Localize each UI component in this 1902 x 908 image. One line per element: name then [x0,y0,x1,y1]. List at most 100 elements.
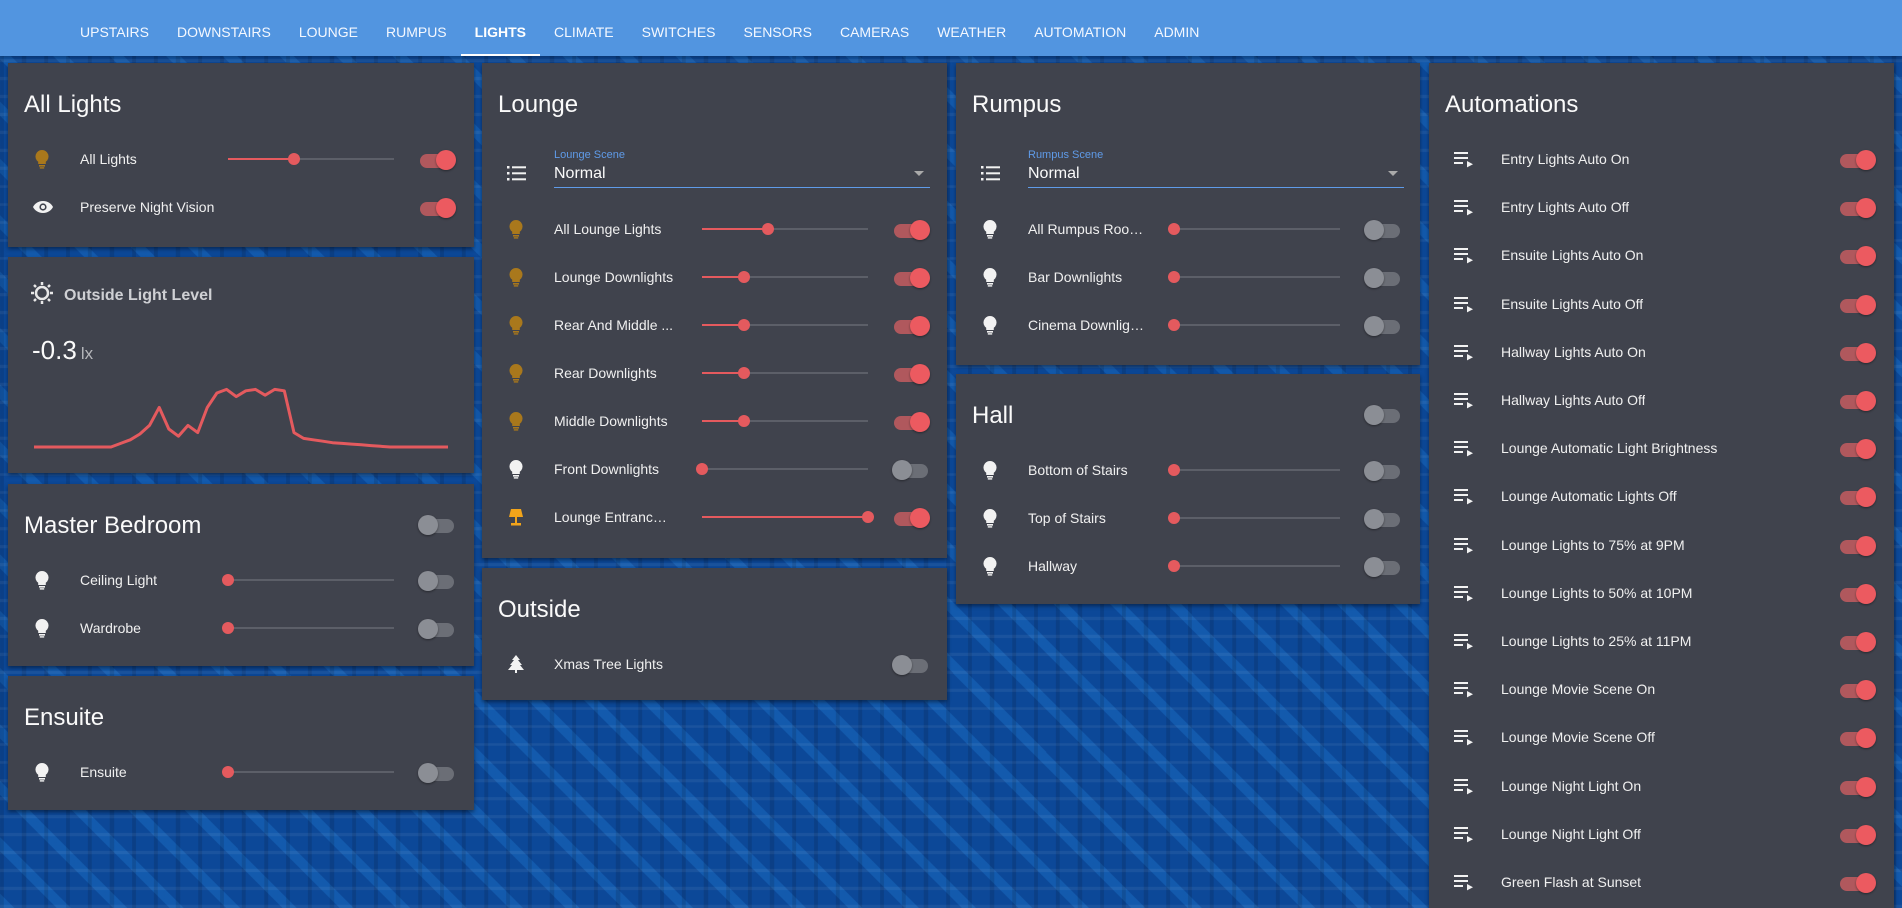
brightness-slider[interactable] [702,511,874,523]
toggle-switch[interactable] [418,149,456,171]
toggle-switch[interactable] [892,459,930,481]
bulb-on-icon [32,149,52,169]
slider-knob[interactable] [222,574,234,586]
slider-knob[interactable] [288,153,301,165]
slider-knob[interactable] [696,463,708,475]
slider-knob[interactable] [222,766,234,778]
toggle-switch[interactable] [418,570,456,592]
toggle-switch[interactable] [1364,556,1402,578]
slider-knob[interactable] [737,415,750,427]
toggle-switch[interactable] [892,507,930,529]
tab-downstairs[interactable]: DOWNSTAIRS [176,24,271,40]
brightness-slider[interactable] [702,271,868,283]
slider-knob[interactable] [1168,464,1180,476]
playlist-play-icon [1453,679,1473,699]
toggle-switch[interactable] [892,267,930,289]
toggle-thumb [1856,873,1876,893]
toggle-switch[interactable] [1364,508,1402,530]
brightness-slider[interactable] [222,574,394,586]
brightness-slider[interactable] [696,463,868,475]
toggle-switch[interactable] [418,197,456,219]
tab-sensors[interactable]: SENSORS [743,24,812,40]
toggle-switch[interactable] [418,762,456,784]
entity-row: Ensuite [8,754,474,790]
toggle-switch[interactable] [1838,245,1876,267]
brightness-slider[interactable] [1168,512,1340,524]
toggle-switch[interactable] [1838,390,1876,412]
scene-select[interactable]: Lounge Scene Normal [554,149,930,189]
toggle-switch[interactable] [418,618,456,640]
toggle-thumb [1856,632,1876,652]
entity-row: Middle Downlights [482,403,947,439]
tab-lounge[interactable]: LOUNGE [298,24,358,40]
toggle-switch[interactable] [1838,342,1876,364]
hall-card: Hall Bottom of Stairs Top of Stairs Hallwa… [956,374,1420,604]
toggle-switch[interactable] [1838,631,1876,653]
toggle-switch[interactable] [1838,197,1876,219]
toggle-switch[interactable] [1364,219,1402,241]
scene-select[interactable]: Rumpus Scene Normal [1028,149,1404,189]
toggle-switch[interactable] [892,315,930,337]
toggle-switch[interactable] [1838,486,1876,508]
brightness-slider[interactable] [1168,271,1340,283]
chevron-down-icon[interactable] [1388,171,1398,176]
toggle-switch[interactable] [1838,583,1876,605]
brightness-slider[interactable] [222,766,394,778]
tab-automation[interactable]: AUTOMATION [1034,24,1127,40]
brightness-slider[interactable] [1168,560,1340,572]
toggle-switch[interactable] [1838,438,1876,460]
toggle-thumb [1364,461,1384,481]
toggle-switch[interactable] [1838,727,1876,749]
tab-cameras[interactable]: CAMERAS [839,24,910,40]
entity-row: Preserve Night Vision [8,189,474,225]
brightness-slider[interactable] [702,319,868,331]
brightness-slider[interactable] [1168,223,1340,235]
brightness-slider[interactable] [228,153,394,165]
slider-knob[interactable] [1168,271,1180,283]
toggle-switch[interactable] [1838,679,1876,701]
toggle-switch[interactable] [892,654,930,676]
toggle-switch[interactable] [1838,294,1876,316]
brightness-slider[interactable] [702,367,868,379]
toggle-switch[interactable] [1838,872,1876,894]
toggle-switch[interactable] [1838,776,1876,798]
slider-knob[interactable] [737,319,750,331]
slider-knob[interactable] [737,271,750,283]
toggle-switch[interactable] [1838,824,1876,846]
tab-weather[interactable]: WEATHER [937,24,1007,40]
chevron-down-icon[interactable] [914,171,924,176]
entity-row: Xmas Tree Lights [482,646,947,682]
toggle-switch[interactable] [1364,315,1402,337]
brightness-slider[interactable] [1168,319,1340,331]
slider-knob[interactable] [862,511,874,523]
slider-knob[interactable] [762,223,775,235]
tab-upstairs[interactable]: UPSTAIRS [80,24,149,40]
tab-lights[interactable]: LIGHTS [460,0,541,56]
sensor-value: -0.3 lx [32,335,93,366]
entity-label: Top of Stairs [1028,510,1106,526]
toggle-switch[interactable] [892,219,930,241]
tab-switches[interactable]: SWITCHES [641,24,716,40]
master-bedroom-group-toggle[interactable] [418,514,456,536]
slider-knob[interactable] [1168,560,1180,572]
slider-knob[interactable] [1168,512,1180,524]
toggle-switch[interactable] [1364,460,1402,482]
toggle-switch[interactable] [892,363,930,385]
brightness-slider[interactable] [1168,464,1340,476]
toggle-switch[interactable] [1364,267,1402,289]
tab-admin[interactable]: ADMIN [1154,24,1200,40]
brightness-slider[interactable] [702,223,868,235]
toggle-switch[interactable] [1838,149,1876,171]
toggle-switch[interactable] [1838,535,1876,557]
brightness-slider[interactable] [222,622,394,634]
slider-knob[interactable] [222,622,234,634]
tab-rumpus[interactable]: RUMPUS [385,24,447,40]
tab-climate[interactable]: CLIMATE [553,24,614,40]
hall-group-toggle[interactable] [1364,404,1402,426]
slider-knob[interactable] [737,367,750,379]
slider-knob[interactable] [1168,223,1180,235]
slider-knob[interactable] [1168,319,1180,331]
brightness-slider[interactable] [702,415,868,427]
toggle-switch[interactable] [892,411,930,433]
outside-light-level-card[interactable]: Outside Light Level -0.3 lx [8,257,474,473]
